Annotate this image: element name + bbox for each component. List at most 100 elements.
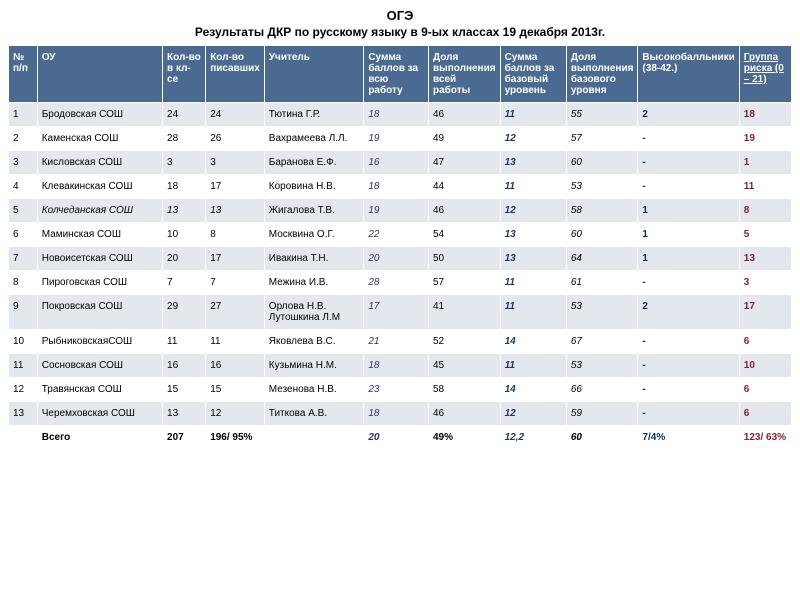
cell: 26 — [206, 127, 265, 151]
cell: 123/ 63% — [739, 426, 791, 450]
cell: 13 — [206, 199, 265, 223]
cell: 7 — [9, 247, 38, 271]
cell: 18 — [739, 103, 791, 127]
cell: 20 — [364, 426, 429, 450]
cell: 6 — [739, 330, 791, 354]
col-header: ОУ — [37, 46, 162, 103]
cell: 19 — [364, 199, 429, 223]
cell: 12 — [500, 199, 566, 223]
cell: 60 — [566, 223, 638, 247]
cell: 3 — [9, 151, 38, 175]
cell: 44 — [429, 175, 501, 199]
cell: - — [638, 127, 739, 151]
cell: 17 — [206, 247, 265, 271]
cell: 16 — [163, 354, 206, 378]
cell: 12 — [206, 402, 265, 426]
cell: 20 — [163, 247, 206, 271]
cell: 27 — [206, 295, 265, 330]
cell: 57 — [566, 127, 638, 151]
table-body: 1Бродовская СОШ2424Тютина Г.Р.1846115521… — [9, 103, 792, 450]
cell: Пироговская СОШ — [37, 271, 162, 295]
cell: 52 — [429, 330, 501, 354]
table-row: 11Сосновская СОШ1616Кузьмина Н.М.1845115… — [9, 354, 792, 378]
cell: 49% — [429, 426, 501, 450]
cell: 21 — [364, 330, 429, 354]
cell: Тютина Г.Р. — [264, 103, 364, 127]
cell: Новоисетская СОШ — [37, 247, 162, 271]
col-header: № п/п — [9, 46, 38, 103]
cell: 3 — [739, 271, 791, 295]
cell: 12 — [500, 127, 566, 151]
cell: 11 — [206, 330, 265, 354]
cell: 64 — [566, 247, 638, 271]
cell: Жигалова Т.В. — [264, 199, 364, 223]
cell: 18 — [163, 175, 206, 199]
cell: Всего — [37, 426, 162, 450]
cell: Колчеданская СОШ — [37, 199, 162, 223]
cell: 8 — [206, 223, 265, 247]
cell: - — [638, 151, 739, 175]
cell: 13 — [500, 247, 566, 271]
cell: 11 — [163, 330, 206, 354]
cell: 14 — [500, 378, 566, 402]
cell: 22 — [364, 223, 429, 247]
cell: РыбниковскаяСОШ — [37, 330, 162, 354]
cell: 10 — [739, 354, 791, 378]
cell: 5 — [9, 199, 38, 223]
table-total-row: Всего207196/ 95%2049%12,2607/4%123/ 63% — [9, 426, 792, 450]
cell: 12 — [500, 402, 566, 426]
cell: 53 — [566, 175, 638, 199]
cell: 2 — [638, 103, 739, 127]
table-row: 3Кисловская СОШ33Баранова Е.Ф.16471360-1 — [9, 151, 792, 175]
cell: 10 — [9, 330, 38, 354]
cell: 60 — [566, 426, 638, 450]
cell: 196/ 95% — [206, 426, 265, 450]
col-header: Сумма баллов за всю работу — [364, 46, 429, 103]
cell: 1 — [638, 223, 739, 247]
cell: 13 — [163, 402, 206, 426]
table-row: 7Новоисетская СОШ2017Ивакина Т.Н.2050136… — [9, 247, 792, 271]
cell: Маминская СОШ — [37, 223, 162, 247]
cell: 1 — [638, 247, 739, 271]
col-header: Кол-во писавших — [206, 46, 265, 103]
cell: 11 — [500, 295, 566, 330]
cell: Бродовская СОШ — [37, 103, 162, 127]
cell: Титкова А.В. — [264, 402, 364, 426]
page-subtitle: Результаты ДКР по русскому языку в 9-ых … — [8, 25, 792, 39]
cell: Коровина Н.В. — [264, 175, 364, 199]
cell: 3 — [163, 151, 206, 175]
cell: 11 — [500, 354, 566, 378]
cell: Яковлева В.С. — [264, 330, 364, 354]
cell: 1 — [638, 199, 739, 223]
cell: 7/4% — [638, 426, 739, 450]
cell: 20 — [364, 247, 429, 271]
cell: 11 — [500, 175, 566, 199]
cell: 1 — [9, 103, 38, 127]
cell: 16 — [206, 354, 265, 378]
cell: 60 — [566, 151, 638, 175]
cell: - — [638, 354, 739, 378]
cell: 17 — [364, 295, 429, 330]
cell: 17 — [739, 295, 791, 330]
cell: 41 — [429, 295, 501, 330]
cell: 58 — [429, 378, 501, 402]
table-header-row: № п/пОУКол-во в кл-сеКол-во писавшихУчит… — [9, 46, 792, 103]
cell: - — [638, 271, 739, 295]
table-row: 8Пироговская СОШ77Межина И.В.28571161-3 — [9, 271, 792, 295]
cell: 1 — [739, 151, 791, 175]
cell: 13 — [500, 151, 566, 175]
table-row: 1Бродовская СОШ2424Тютина Г.Р.1846115521… — [9, 103, 792, 127]
table-row: 13Черемховская СОШ1312Титкова А.В.184612… — [9, 402, 792, 426]
table-row: 5Колчеданская СОШ1313Жигалова Т.В.194612… — [9, 199, 792, 223]
cell: 13 — [163, 199, 206, 223]
cell: 28 — [364, 271, 429, 295]
cell: 7 — [163, 271, 206, 295]
cell: 24 — [206, 103, 265, 127]
cell: 6 — [9, 223, 38, 247]
cell: 46 — [429, 402, 501, 426]
cell: 58 — [566, 199, 638, 223]
cell: Кисловская СОШ — [37, 151, 162, 175]
cell: 4 — [9, 175, 38, 199]
cell: Сосновская СОШ — [37, 354, 162, 378]
cell: 207 — [163, 426, 206, 450]
